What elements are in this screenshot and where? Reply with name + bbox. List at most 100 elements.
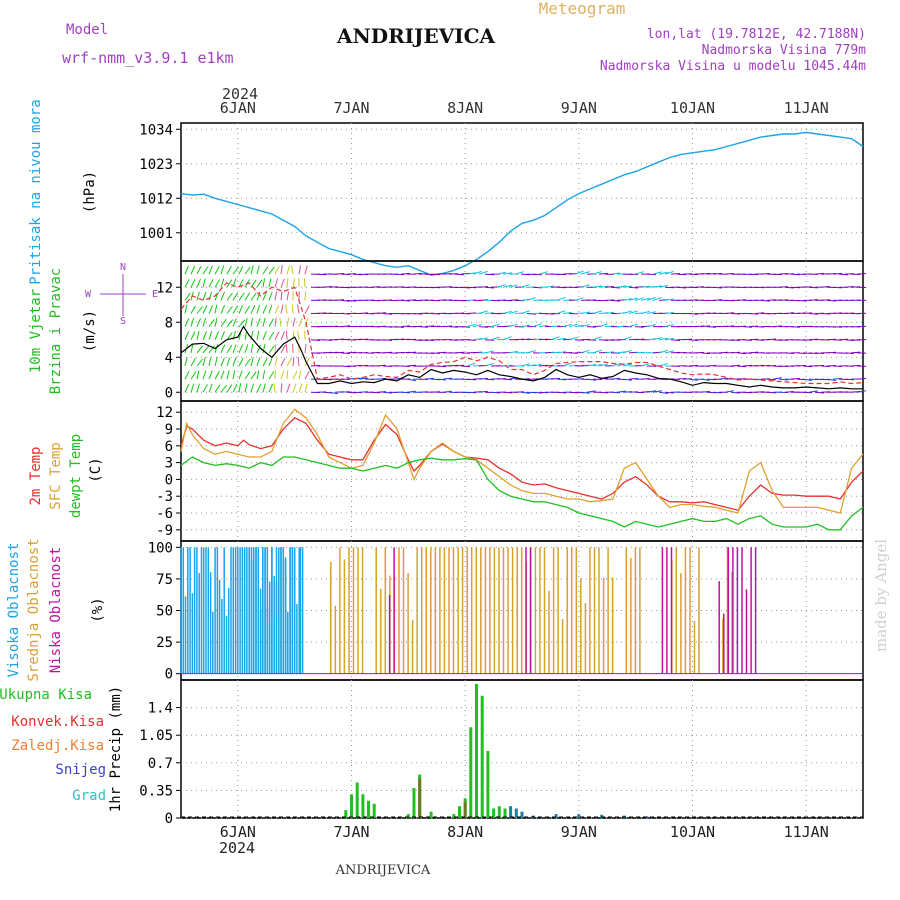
wind-barb <box>196 318 202 327</box>
wind-barb <box>640 363 650 367</box>
precip-bar <box>486 751 490 818</box>
wind-barb <box>472 270 482 275</box>
wind-barb <box>592 310 602 314</box>
wind-barb <box>268 383 274 393</box>
wind-barb <box>820 299 831 301</box>
wind-barb <box>202 317 207 327</box>
wind-barb <box>640 297 650 301</box>
wind-barb <box>280 357 286 367</box>
wind-barb <box>346 273 357 275</box>
wind-barb <box>592 364 602 367</box>
wind-barb <box>832 326 843 328</box>
footer-station: ANDRIJEVICA <box>335 863 431 878</box>
wind-barb <box>532 323 542 328</box>
wind-barb <box>808 286 819 289</box>
wind-barb <box>190 383 195 393</box>
day-label-bottom: 9JAN <box>561 823 597 841</box>
wind-barb <box>220 357 225 367</box>
wind-barb <box>556 337 566 341</box>
wind-barb <box>574 270 584 275</box>
wind-barb <box>610 377 621 380</box>
wind-barb <box>292 304 294 314</box>
clouds-ytick-label: 50 <box>156 604 173 620</box>
wind-barb <box>184 318 190 327</box>
wind-barb <box>568 323 578 328</box>
wind-barb <box>790 377 801 380</box>
wind-barb <box>652 337 662 341</box>
precip-bar <box>344 810 348 818</box>
wind-barb <box>274 317 277 327</box>
wind-barb <box>286 357 292 367</box>
wind-barb <box>424 273 435 276</box>
wind-barb <box>712 391 723 394</box>
wind-barb <box>190 343 194 353</box>
wind-barb <box>712 286 723 289</box>
wind-barb <box>262 383 266 393</box>
wind-barb <box>748 313 759 315</box>
wind-barb <box>382 313 393 315</box>
precip-axis-label: 1hr Precip (mm) <box>108 686 124 812</box>
wind-barb <box>640 285 650 288</box>
wind-barb <box>796 299 807 302</box>
wind-ytick-label: 12 <box>156 280 173 296</box>
temperature-ytick-label: -9 <box>156 523 173 539</box>
wind-barb <box>196 358 203 367</box>
wind-barb <box>400 365 411 367</box>
wind-barb <box>478 377 489 380</box>
wind-barb <box>250 357 254 367</box>
pressure-ytick-label: 1034 <box>139 122 173 138</box>
wind-barb <box>400 325 411 328</box>
wind-barb <box>802 286 813 288</box>
wind-barb <box>634 297 644 301</box>
wind-barb <box>226 332 233 341</box>
pressure-ytick-label: 1001 <box>139 226 173 242</box>
wind-barb <box>808 313 819 315</box>
wind-barb <box>466 362 476 367</box>
precip-bar <box>577 814 581 818</box>
wind-barb <box>238 344 244 354</box>
wind-barb <box>448 326 459 328</box>
wind-barb <box>724 390 734 393</box>
wind-barb <box>826 378 836 381</box>
day-label-bottom: 8JAN <box>447 823 483 841</box>
wind-barb <box>478 286 489 288</box>
temp-2m-axis-label: 2m Temp <box>28 446 44 505</box>
precip-bar <box>412 788 416 818</box>
wind-barb <box>580 284 590 288</box>
wind-barb <box>442 325 453 328</box>
wind-barb <box>646 324 656 328</box>
wind-barb <box>592 271 602 275</box>
wind-barb <box>214 384 221 393</box>
wind-barb <box>190 278 196 288</box>
wind-barb <box>814 364 825 367</box>
wind-barb <box>748 325 759 328</box>
wind-barb <box>670 339 681 341</box>
wind-barb <box>322 339 333 341</box>
wind-barb <box>700 352 711 355</box>
wind-barb <box>286 265 290 275</box>
precip-bar <box>429 811 433 818</box>
wind-barb <box>556 378 567 381</box>
wind-barb <box>538 364 549 367</box>
precip-bar <box>514 808 518 818</box>
day-label-top: 11JAN <box>784 99 829 117</box>
wind-barb <box>508 299 519 301</box>
precip-bar <box>367 800 370 818</box>
day-label-top: 9JAN <box>561 99 597 117</box>
wind-barb <box>286 317 290 327</box>
clouds-ytick-label: 25 <box>156 635 173 651</box>
wind-barb <box>592 336 602 341</box>
wind-barb <box>598 323 608 328</box>
wind-barb <box>808 390 818 393</box>
wind-barb <box>196 330 200 340</box>
wind-barb <box>766 391 777 394</box>
wind-barb <box>478 299 489 301</box>
clouds-ytick-label: 0 <box>165 667 173 683</box>
pressure-frame <box>180 122 864 262</box>
wind-barb <box>285 304 288 314</box>
wind-barb <box>832 272 843 275</box>
wind-barb <box>406 364 417 367</box>
wind-barb <box>832 339 843 341</box>
wind-barb <box>268 331 275 341</box>
wind-barb <box>268 345 275 354</box>
